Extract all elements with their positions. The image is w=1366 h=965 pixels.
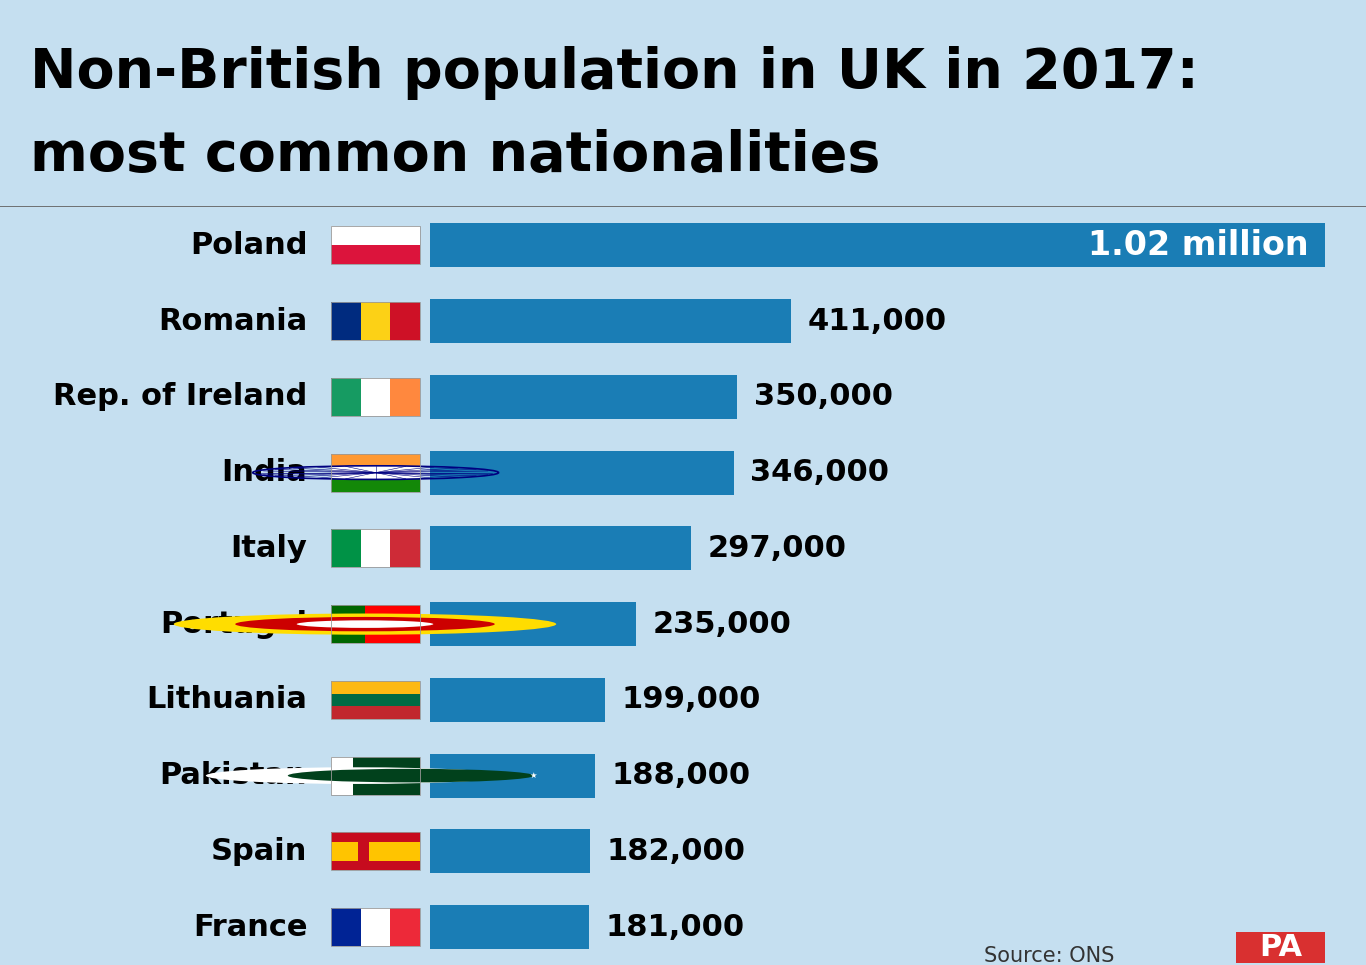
Bar: [332, 605, 365, 643]
Text: Non-British population in UK in 2017:: Non-British population in UK in 2017:: [30, 45, 1199, 99]
Bar: [430, 677, 605, 722]
Bar: [332, 454, 421, 491]
Text: 199,000: 199,000: [622, 685, 761, 714]
Text: ★: ★: [530, 771, 537, 780]
Text: 235,000: 235,000: [653, 610, 792, 639]
Bar: [332, 833, 421, 870]
Bar: [332, 479, 421, 491]
Bar: [332, 302, 361, 340]
Bar: [430, 223, 1325, 267]
Bar: [361, 530, 391, 567]
Bar: [332, 245, 421, 264]
Text: France: France: [193, 913, 307, 942]
Text: Italy: Italy: [231, 534, 307, 563]
Bar: [332, 841, 421, 861]
Bar: [358, 841, 369, 861]
Bar: [332, 681, 421, 694]
Bar: [361, 908, 391, 946]
Bar: [332, 908, 361, 946]
Bar: [391, 530, 421, 567]
Bar: [361, 302, 391, 340]
Bar: [430, 602, 637, 647]
Text: 188,000: 188,000: [612, 761, 751, 790]
Bar: [430, 905, 589, 950]
Text: most common nationalities: most common nationalities: [30, 128, 881, 182]
Text: Spain: Spain: [210, 837, 307, 866]
Bar: [332, 378, 421, 416]
Text: 346,000: 346,000: [750, 458, 889, 487]
Text: 411,000: 411,000: [807, 307, 947, 336]
Bar: [332, 681, 421, 719]
Bar: [332, 530, 361, 567]
Bar: [332, 861, 421, 870]
Bar: [332, 757, 421, 794]
Bar: [332, 302, 421, 340]
Bar: [391, 908, 421, 946]
Bar: [332, 694, 421, 706]
Text: 350,000: 350,000: [754, 382, 893, 411]
Text: 181,000: 181,000: [605, 913, 744, 942]
Bar: [332, 378, 361, 416]
Bar: [332, 466, 421, 479]
Circle shape: [296, 620, 433, 628]
Text: PA: PA: [1259, 933, 1302, 962]
Circle shape: [206, 767, 507, 784]
Text: 1.02 million: 1.02 million: [1087, 229, 1309, 262]
Text: India: India: [221, 458, 307, 487]
Text: Source: ONS: Source: ONS: [984, 946, 1113, 965]
Text: Lithuania: Lithuania: [146, 685, 307, 714]
Bar: [332, 454, 421, 466]
Bar: [430, 526, 691, 570]
Text: 297,000: 297,000: [708, 534, 846, 563]
Bar: [430, 299, 791, 344]
Text: Pakistan: Pakistan: [160, 761, 307, 790]
Bar: [332, 706, 421, 719]
Bar: [430, 754, 596, 798]
Bar: [1236, 931, 1325, 963]
Text: 182,000: 182,000: [607, 837, 746, 866]
Bar: [391, 378, 421, 416]
Text: Rep. of Ireland: Rep. of Ireland: [53, 382, 307, 411]
Bar: [332, 833, 421, 841]
Bar: [361, 378, 391, 416]
Bar: [332, 757, 354, 794]
Bar: [332, 757, 421, 794]
Text: Poland: Poland: [190, 231, 307, 260]
Bar: [365, 605, 421, 643]
Bar: [332, 227, 421, 245]
Bar: [332, 605, 421, 643]
Circle shape: [173, 614, 556, 635]
Bar: [332, 908, 421, 946]
Bar: [391, 302, 421, 340]
Bar: [332, 530, 421, 567]
Bar: [430, 451, 734, 495]
Circle shape: [235, 617, 494, 631]
Bar: [430, 829, 590, 873]
Text: Romania: Romania: [158, 307, 307, 336]
Bar: [430, 374, 738, 419]
Text: Portugal: Portugal: [160, 610, 307, 639]
Circle shape: [288, 769, 534, 783]
Bar: [332, 227, 421, 264]
